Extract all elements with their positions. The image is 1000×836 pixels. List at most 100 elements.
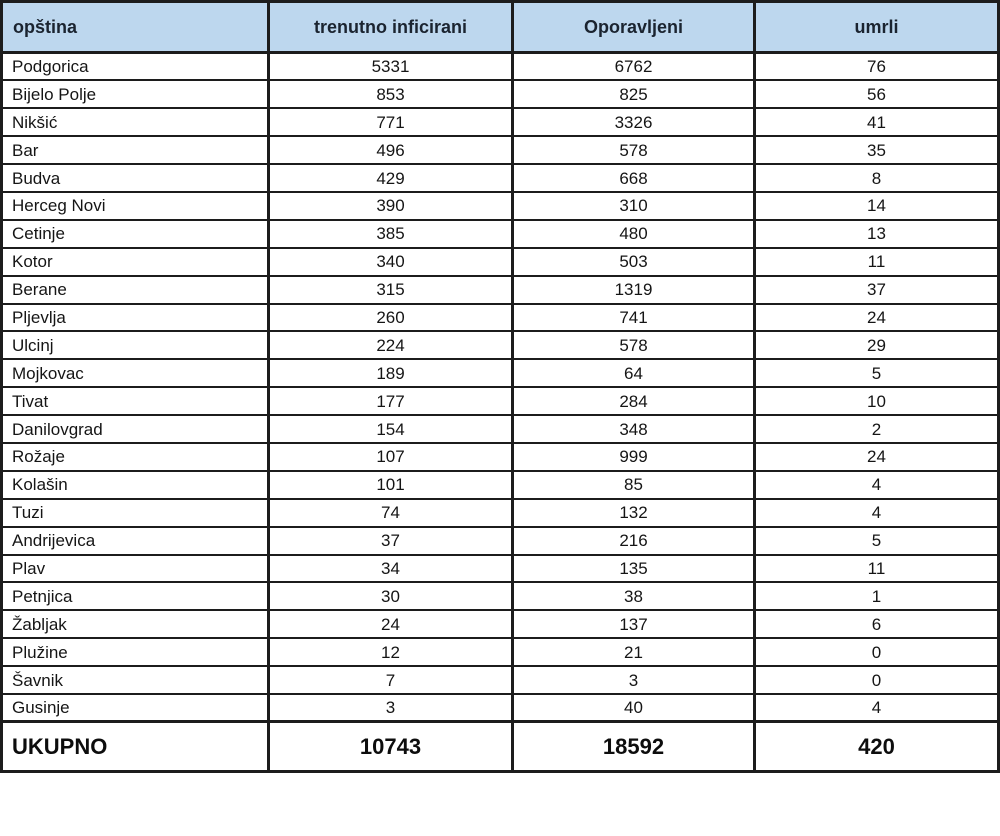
deaths-cell: 24 <box>753 302 1000 333</box>
infected-cell: 37 <box>267 525 514 556</box>
deaths-cell: 5 <box>753 525 1000 556</box>
table-row: Kotor 340 503 11 <box>0 246 1000 277</box>
recovered-cell: 999 <box>511 441 756 472</box>
recovered-cell: 38 <box>511 581 756 612</box>
infected-cell: 3 <box>267 692 514 723</box>
column-header-deaths: umrli <box>753 0 1000 54</box>
table-row: Budva 429 668 8 <box>0 163 1000 193</box>
recovered-cell: 21 <box>511 637 756 668</box>
municipality-cell: Budva <box>0 163 270 193</box>
table-row: Danilovgrad 154 348 2 <box>0 414 1000 444</box>
municipality-cell: Petnjica <box>0 581 270 612</box>
table-row: Rožaje 107 999 24 <box>0 441 1000 472</box>
infected-cell: 101 <box>267 469 514 500</box>
recovered-cell: 480 <box>511 218 756 249</box>
table-row: Tuzi 74 132 4 <box>0 497 1000 528</box>
infected-cell: 189 <box>267 358 514 389</box>
municipality-cell: Kolašin <box>0 469 270 500</box>
recovered-cell: 578 <box>511 135 756 166</box>
municipality-cell: Tuzi <box>0 497 270 528</box>
deaths-cell: 35 <box>753 135 1000 166</box>
deaths-cell: 0 <box>753 665 1000 695</box>
recovered-cell: 578 <box>511 330 756 361</box>
table-row: Bar 496 578 35 <box>0 135 1000 166</box>
table-row: Bijelo Polje 853 825 56 <box>0 79 1000 110</box>
table-row: Kolašin 101 85 4 <box>0 469 1000 500</box>
recovered-cell: 825 <box>511 79 756 110</box>
infected-cell: 34 <box>267 553 514 584</box>
deaths-cell: 4 <box>753 469 1000 500</box>
municipality-cell: Plav <box>0 553 270 584</box>
infected-cell: 315 <box>267 274 514 305</box>
table-footer: UKUPNO 10743 18592 420 <box>0 720 1000 773</box>
infected-cell: 385 <box>267 218 514 249</box>
infected-cell: 74 <box>267 497 514 528</box>
municipality-cell: Gusinje <box>0 692 270 723</box>
deaths-cell: 76 <box>753 51 1000 82</box>
header-row: opština trenutno inficirani Oporavljeni … <box>0 0 1000 54</box>
table-row: Plužine 12 21 0 <box>0 637 1000 668</box>
table-row: Petnjica 30 38 1 <box>0 581 1000 612</box>
recovered-cell: 216 <box>511 525 756 556</box>
infected-cell: 30 <box>267 581 514 612</box>
table-row: Berane 315 1319 37 <box>0 274 1000 305</box>
municipality-cell: Tivat <box>0 386 270 417</box>
deaths-cell: 24 <box>753 441 1000 472</box>
table-row: Plav 34 135 11 <box>0 553 1000 584</box>
infected-cell: 340 <box>267 246 514 277</box>
infected-cell: 24 <box>267 609 514 640</box>
table-row: Tivat 177 284 10 <box>0 386 1000 417</box>
column-header-municipality: opština <box>0 0 270 54</box>
table-row: Žabljak 24 137 6 <box>0 609 1000 640</box>
municipality-cell: Rožaje <box>0 441 270 472</box>
deaths-cell: 2 <box>753 414 1000 444</box>
recovered-cell: 135 <box>511 553 756 584</box>
municipality-cell: Plužine <box>0 637 270 668</box>
table-row: Ulcinj 224 578 29 <box>0 330 1000 361</box>
recovered-cell: 137 <box>511 609 756 640</box>
recovered-cell: 741 <box>511 302 756 333</box>
infected-cell: 390 <box>267 190 514 221</box>
deaths-cell: 6 <box>753 609 1000 640</box>
deaths-cell: 29 <box>753 330 1000 361</box>
table-row: Herceg Novi 390 310 14 <box>0 190 1000 221</box>
infected-cell: 12 <box>267 637 514 668</box>
recovered-cell: 64 <box>511 358 756 389</box>
recovered-cell: 503 <box>511 246 756 277</box>
total-infected-cell: 10743 <box>267 720 514 773</box>
municipality-cell: Podgorica <box>0 51 270 82</box>
deaths-cell: 56 <box>753 79 1000 110</box>
recovered-cell: 310 <box>511 190 756 221</box>
table-row: Podgorica 5331 6762 76 <box>0 51 1000 82</box>
municipality-cell: Berane <box>0 274 270 305</box>
total-row: UKUPNO 10743 18592 420 <box>0 720 1000 773</box>
municipality-cell: Herceg Novi <box>0 190 270 221</box>
deaths-cell: 4 <box>753 497 1000 528</box>
table-row: Mojkovac 189 64 5 <box>0 358 1000 389</box>
table-body: Podgorica 5331 6762 76 Bijelo Polje 853 825 56 N… <box>0 51 1000 723</box>
infected-cell: 260 <box>267 302 514 333</box>
infected-cell: 154 <box>267 414 514 444</box>
infected-cell: 496 <box>267 135 514 166</box>
deaths-cell: 1 <box>753 581 1000 612</box>
infected-cell: 853 <box>267 79 514 110</box>
deaths-cell: 14 <box>753 190 1000 221</box>
column-header-recovered: Oporavljeni <box>511 0 756 54</box>
deaths-cell: 41 <box>753 107 1000 138</box>
municipality-cell: Kotor <box>0 246 270 277</box>
total-recovered-cell: 18592 <box>511 720 756 773</box>
municipality-cell: Bijelo Polje <box>0 79 270 110</box>
table-header: opština trenutno inficirani Oporavljeni … <box>0 0 1000 54</box>
recovered-cell: 284 <box>511 386 756 417</box>
municipality-cell: Andrijevica <box>0 525 270 556</box>
deaths-cell: 4 <box>753 692 1000 723</box>
municipality-cell: Bar <box>0 135 270 166</box>
municipality-cell: Žabljak <box>0 609 270 640</box>
municipality-cell: Cetinje <box>0 218 270 249</box>
infected-cell: 224 <box>267 330 514 361</box>
total-deaths-cell: 420 <box>753 720 1000 773</box>
recovered-cell: 3 <box>511 665 756 695</box>
table-row: Cetinje 385 480 13 <box>0 218 1000 249</box>
municipality-cell: Danilovgrad <box>0 414 270 444</box>
